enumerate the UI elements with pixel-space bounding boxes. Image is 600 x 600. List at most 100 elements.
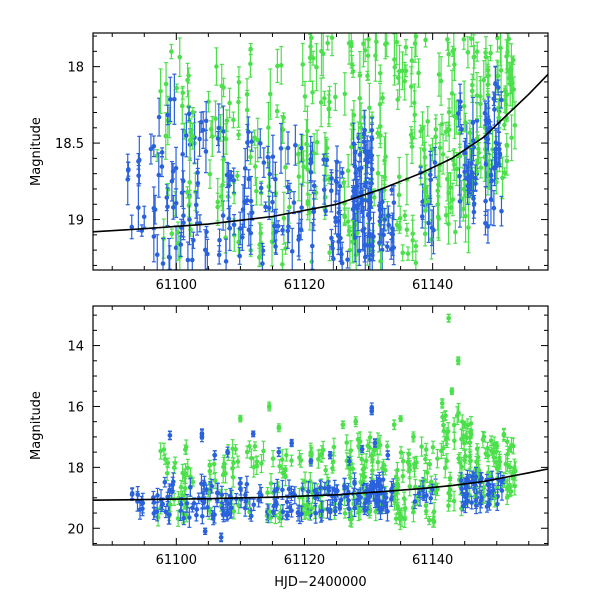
y-tick-label: 18 <box>67 61 84 76</box>
green-data-point <box>446 121 451 137</box>
blue-data-point <box>385 450 391 461</box>
green-data-point <box>187 121 193 159</box>
blue-data-point <box>295 504 301 522</box>
blue-data-point <box>258 486 264 504</box>
green-data-point <box>330 462 335 474</box>
green-data-point <box>297 449 302 466</box>
green-data-point <box>448 172 453 203</box>
green-data-point <box>207 159 213 189</box>
green-data-point <box>394 218 400 232</box>
blue-data-point <box>351 122 356 165</box>
blue-data-point <box>203 101 209 141</box>
green-data-point <box>507 446 512 452</box>
blue-data-point <box>187 507 192 528</box>
blue-data-point <box>299 133 304 163</box>
green-data-point <box>422 141 428 174</box>
green-data-point <box>162 453 168 465</box>
green-data-point <box>450 182 456 217</box>
blue-data-point <box>231 167 237 194</box>
green-data-point <box>220 159 225 211</box>
blue-data-point <box>458 472 464 489</box>
blue-data-point <box>488 173 494 226</box>
green-data-point <box>480 430 486 449</box>
blue-data-point <box>427 150 433 200</box>
blue-data-point <box>216 103 222 153</box>
blue-data-point <box>412 493 418 510</box>
blue-data-point <box>463 478 469 496</box>
green-data-point <box>248 49 253 78</box>
green-data-point <box>185 186 190 199</box>
green-data-point <box>231 111 236 129</box>
blue-data-point <box>352 499 357 518</box>
blue-data-point <box>185 241 191 270</box>
green-data-point <box>396 70 401 85</box>
green-data-point <box>400 51 405 91</box>
green-data-point <box>375 453 381 471</box>
green-data-point <box>380 92 385 104</box>
blue-data-point <box>390 217 395 240</box>
green-data-point <box>413 250 419 270</box>
green-data-point <box>486 159 491 189</box>
blue-data-point <box>429 209 435 247</box>
green-data-point <box>255 117 261 163</box>
model-curve <box>93 468 548 501</box>
green-data-point <box>507 460 513 474</box>
blue-data-point <box>364 234 370 256</box>
x-tick-label: 61120 <box>284 278 325 293</box>
blue-data-point <box>459 124 464 135</box>
blue-data-point <box>261 147 267 178</box>
blue-data-point <box>333 506 338 516</box>
blue-data-point <box>473 492 479 509</box>
blue-data-point <box>237 247 242 265</box>
green-data-point <box>283 242 288 255</box>
y-tick-label: 18 <box>67 461 84 476</box>
green-data-point <box>423 33 428 48</box>
blue-data-point <box>306 481 311 502</box>
green-data-point <box>183 439 189 455</box>
green-data-point <box>238 414 243 423</box>
blue-data-point <box>240 184 246 235</box>
green-data-point <box>396 156 402 197</box>
blue-data-point <box>248 175 254 227</box>
green-data-point <box>412 90 418 140</box>
green-data-point <box>449 388 455 395</box>
blue-data-point <box>154 501 160 522</box>
green-data-point <box>175 510 181 527</box>
green-data-point <box>504 39 509 74</box>
blue-data-point <box>136 183 141 232</box>
green-data-point <box>435 195 441 239</box>
green-data-point <box>504 436 510 447</box>
green-data-point <box>318 77 324 128</box>
green-data-point <box>214 47 219 86</box>
blue-data-point <box>289 439 294 447</box>
green-data-point <box>508 73 513 94</box>
green-data-point <box>505 478 510 496</box>
green-data-point <box>326 174 332 185</box>
green-data-point <box>420 111 425 146</box>
blue-data-point <box>165 187 170 227</box>
green-data-point <box>163 112 169 160</box>
blue-data-point <box>227 170 233 187</box>
green-data-point <box>341 177 346 188</box>
green-data-point <box>274 104 280 118</box>
green-data-point <box>412 457 417 478</box>
green-data-point <box>180 85 186 100</box>
blue-data-point <box>231 214 237 236</box>
green-data-point <box>367 82 372 133</box>
blue-data-point <box>148 133 154 165</box>
green-data-point <box>483 47 488 58</box>
green-data-point <box>398 415 403 422</box>
blue-data-point <box>491 91 497 107</box>
green-data-point <box>172 456 178 470</box>
blue-data-point <box>499 195 504 227</box>
green-data-point <box>349 510 354 528</box>
green-data-point <box>283 465 288 476</box>
blue-data-point <box>497 142 503 168</box>
blue-data-point <box>244 195 250 206</box>
green-data-point <box>361 109 367 125</box>
green-data-point <box>501 429 507 442</box>
blue-data-point <box>200 111 206 149</box>
green-data-point <box>411 431 416 443</box>
y-axis-label: Magnitude <box>29 391 44 460</box>
blue-data-point <box>156 152 162 198</box>
